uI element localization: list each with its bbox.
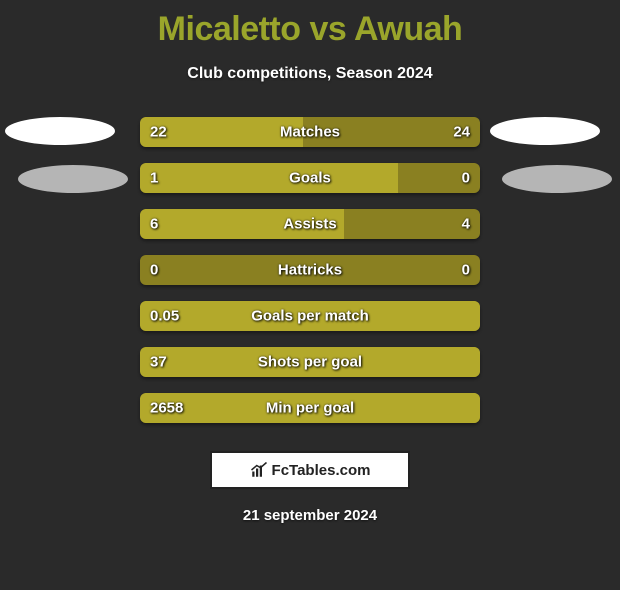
stat-label: Goals <box>289 170 331 187</box>
stat-value-left: 37 <box>150 354 167 371</box>
side-ellipse <box>502 165 612 193</box>
footer-date: 21 september 2024 <box>0 507 620 524</box>
stat-bar: 6 Assists 4 <box>140 209 480 239</box>
bar-fill-left <box>140 163 398 193</box>
stat-label: Shots per goal <box>258 354 362 371</box>
side-ellipse <box>18 165 128 193</box>
stat-value-right: 0 <box>462 262 470 279</box>
stat-label: Min per goal <box>266 400 354 417</box>
stat-value-right: 0 <box>462 170 470 187</box>
stat-value-left: 1 <box>150 170 158 187</box>
stat-value-left: 22 <box>150 124 167 141</box>
side-ellipse <box>490 117 600 145</box>
bars-container: 22 Matches 24 1 Goals 0 6 Assists 4 0 Hattricks 0 0.… <box>140 117 480 439</box>
logo-text: FcTables.com <box>272 462 371 479</box>
stat-bar: 2658 Min per goal <box>140 393 480 423</box>
stat-bar: 0 Hattricks 0 <box>140 255 480 285</box>
stat-value-left: 0 <box>150 262 158 279</box>
page-title: Micaletto vs Awuah <box>0 10 620 49</box>
stat-value-right: 24 <box>453 124 470 141</box>
fctables-logo[interactable]: FcTables.com <box>210 451 410 489</box>
stat-value-right: 4 <box>462 216 470 233</box>
stat-bar: 22 Matches 24 <box>140 117 480 147</box>
chart-icon <box>250 461 268 479</box>
comparison-chart: 22 Matches 24 1 Goals 0 6 Assists 4 0 Hattricks 0 0.… <box>0 117 620 437</box>
stat-bar: 37 Shots per goal <box>140 347 480 377</box>
stat-label: Matches <box>280 124 340 141</box>
stat-bar: 0.05 Goals per match <box>140 301 480 331</box>
stat-value-left: 2658 <box>150 400 183 417</box>
stat-label: Hattricks <box>278 262 342 279</box>
stat-value-left: 6 <box>150 216 158 233</box>
stat-label: Assists <box>283 216 336 233</box>
stat-bar: 1 Goals 0 <box>140 163 480 193</box>
side-ellipse <box>5 117 115 145</box>
subtitle: Club competitions, Season 2024 <box>0 65 620 83</box>
stat-label: Goals per match <box>251 308 369 325</box>
stat-value-left: 0.05 <box>150 308 179 325</box>
